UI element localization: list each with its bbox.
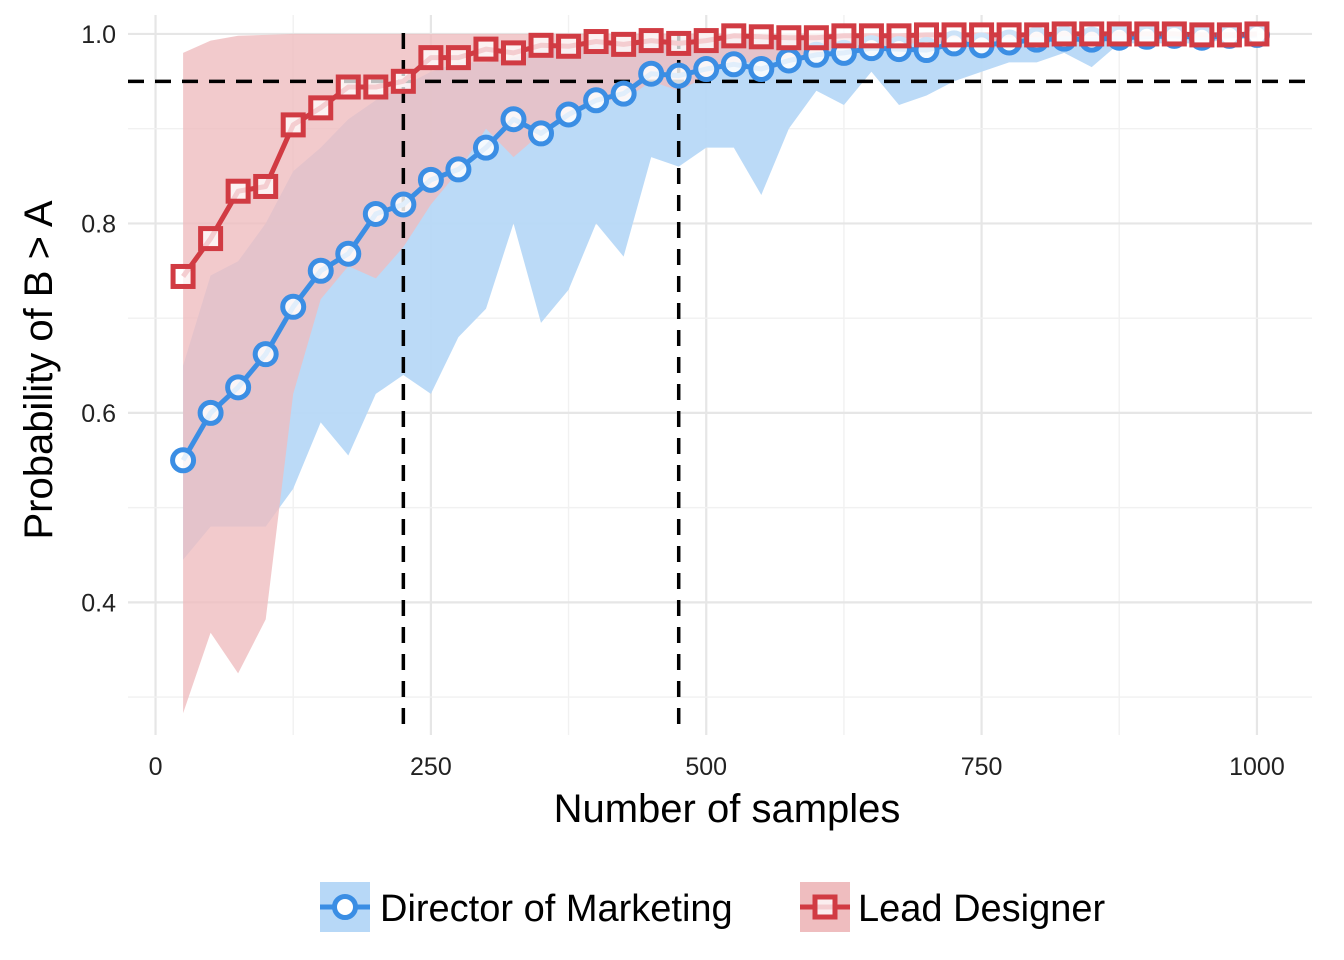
data-point — [583, 87, 610, 114]
data-point — [363, 74, 389, 100]
data-point — [225, 374, 252, 401]
data-point — [473, 36, 499, 62]
x-axis-ticks: 0 250 500 750 1000 — [149, 753, 1285, 781]
data-point — [198, 226, 224, 252]
data-point — [1161, 21, 1187, 47]
legend-key-marker — [812, 894, 838, 920]
data-point — [775, 47, 802, 74]
data-point — [170, 447, 197, 474]
confidence-bands — [183, 33, 1257, 714]
data-point — [721, 23, 747, 49]
band-1 — [183, 33, 1257, 714]
data-point — [693, 28, 719, 54]
legend-label: Lead Designer — [858, 888, 1106, 930]
data-point — [197, 399, 224, 426]
data-point — [611, 31, 637, 57]
data-point — [831, 23, 857, 49]
data-point — [445, 156, 472, 183]
series-markers — [170, 21, 1270, 474]
data-point — [307, 257, 334, 284]
data-point — [748, 24, 774, 50]
x-tick-label: 0 — [149, 753, 163, 781]
data-point — [335, 240, 362, 267]
data-point — [1079, 21, 1105, 47]
data-point — [390, 68, 416, 94]
data-point — [1189, 22, 1215, 48]
data-point — [280, 112, 306, 138]
data-point — [308, 95, 334, 121]
data-point — [417, 166, 444, 193]
data-point — [776, 25, 802, 51]
data-point — [390, 191, 417, 218]
data-point — [418, 45, 444, 71]
data-point — [1051, 21, 1077, 47]
data-point — [555, 101, 582, 128]
x-tick-label: 250 — [410, 753, 452, 781]
legend-item-1: Lead Designer — [800, 882, 1106, 932]
data-point — [1024, 22, 1050, 48]
series-line-0 — [180, 32, 1257, 462]
series-line-1 — [181, 31, 1257, 278]
y-tick-label: 0.4 — [81, 589, 116, 617]
data-point — [583, 29, 609, 55]
x-tick-label: 1000 — [1229, 753, 1285, 781]
data-point — [858, 23, 884, 49]
data-point — [528, 32, 554, 58]
data-point — [803, 25, 829, 51]
legend-label: Director of Marketing — [380, 888, 733, 930]
data-point — [610, 80, 637, 107]
data-point — [500, 40, 526, 66]
y-tick-label: 0.8 — [81, 210, 116, 238]
data-point — [335, 74, 361, 100]
y-axis-ticks: 0.4 0.6 0.8 1.0 — [81, 21, 116, 617]
data-point — [362, 200, 389, 227]
x-tick-label: 750 — [961, 753, 1003, 781]
data-point — [253, 173, 279, 199]
data-point — [1216, 22, 1242, 48]
data-point — [748, 56, 775, 82]
data-point — [720, 51, 747, 78]
data-point — [170, 263, 196, 289]
y-tick-label: 0.6 — [81, 400, 116, 428]
data-point — [665, 62, 692, 89]
reference-lines — [128, 33, 1312, 735]
data-point — [528, 120, 555, 147]
data-point — [969, 22, 995, 48]
data-point — [886, 23, 912, 49]
data-point — [666, 30, 692, 56]
data-point — [638, 60, 665, 87]
x-axis-title: Number of samples — [554, 787, 901, 831]
series-lines — [180, 31, 1257, 462]
data-point — [1244, 21, 1270, 47]
y-axis-title: Probability of B > A — [17, 200, 61, 539]
data-point — [252, 341, 279, 368]
data-point — [1106, 21, 1132, 47]
data-point — [500, 106, 527, 133]
data-point — [914, 22, 940, 48]
data-point — [556, 33, 582, 59]
data-point — [225, 178, 251, 204]
legend-item-0: Director of Marketing — [320, 882, 733, 932]
data-point — [941, 22, 967, 48]
y-tick-label: 1.0 — [81, 21, 116, 49]
data-point — [1134, 21, 1160, 47]
data-point — [280, 293, 307, 320]
legend-key-marker — [332, 894, 358, 920]
data-point — [693, 56, 720, 82]
data-point — [638, 28, 664, 54]
data-point — [472, 134, 499, 161]
data-point — [996, 22, 1022, 48]
x-tick-label: 500 — [685, 753, 727, 781]
legend: Director of Marketing Lead Designer — [320, 882, 1106, 932]
data-point — [445, 45, 471, 71]
